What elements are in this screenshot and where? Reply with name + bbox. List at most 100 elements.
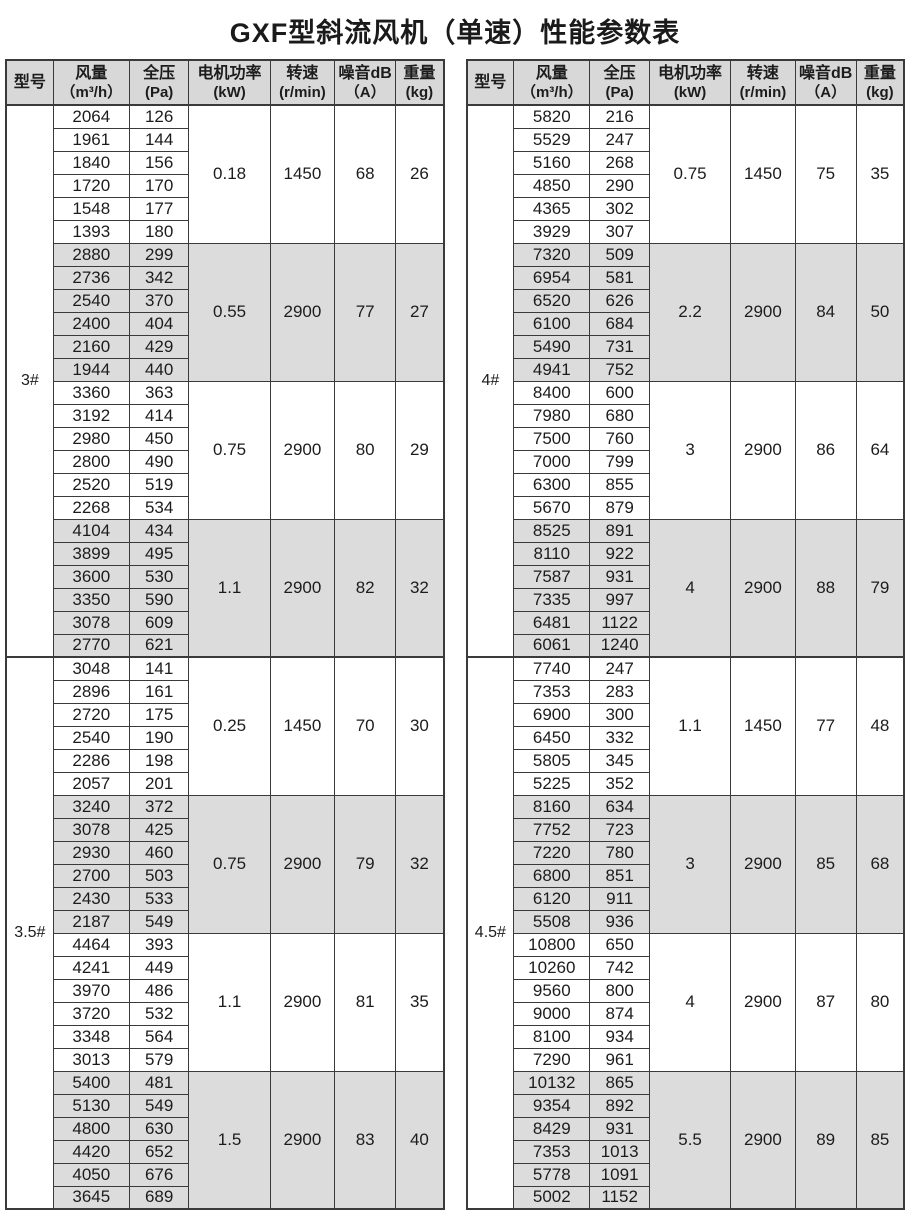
col-header-line2: (kg): [866, 83, 894, 101]
cell-pressure: 879: [589, 495, 650, 520]
table-row: 9354 892: [467, 1093, 905, 1118]
cell-flow: 10260: [513, 955, 591, 980]
cell-power: 4: [648, 518, 732, 658]
cell-power: 1.5: [188, 1070, 271, 1210]
cell-pressure: 372: [128, 794, 190, 819]
cell-flow: 4104: [52, 518, 130, 543]
table-row: 1393 180: [6, 219, 444, 244]
col-header-line1: 电机功率: [658, 64, 723, 82]
table-row: 4.5# 7740 247 1.1 1450 77 48: [465, 656, 905, 1210]
cell-pressure: 503: [128, 863, 190, 888]
col-header-weight: 重量 (kg): [395, 59, 444, 106]
table-row: 5400 481 1.5 2900 83 40: [6, 1070, 444, 1210]
cell-pressure: 268: [589, 150, 650, 175]
cell-pressure: 931: [589, 1116, 650, 1141]
table-row: 3240 372 0.75 2900 79 32: [6, 794, 444, 934]
cell-noise: 77: [334, 242, 397, 382]
table-row: 4850 290: [467, 173, 905, 198]
cell-flow: 2057: [52, 771, 130, 796]
cell-flow: 7320: [513, 242, 591, 267]
cell-flow: 7740: [513, 656, 591, 681]
col-header-line1: 型号: [13, 73, 46, 91]
cell-model: 4.5#: [465, 656, 515, 1210]
cell-flow: 7335: [513, 587, 591, 612]
cell-pressure: 404: [128, 311, 190, 336]
cell-power: 1.1: [188, 932, 271, 1072]
table-row: 6100 684: [467, 311, 905, 336]
table-row: 8100 934: [467, 1024, 905, 1049]
table-row: 4800 630: [6, 1116, 444, 1141]
cell-pressure: 961: [589, 1047, 650, 1072]
cell-flow: 3078: [52, 610, 130, 635]
cell-flow: 4241: [52, 955, 130, 980]
cell-speed: 2900: [269, 932, 336, 1072]
cell-pressure: 180: [128, 219, 190, 244]
col-header-flow: 风量 （m³/h）: [52, 59, 130, 106]
cell-power: 0.75: [188, 380, 271, 520]
cell-power: 0.18: [188, 104, 271, 244]
cell-noise: 85: [794, 794, 857, 934]
col-header-line1: 风量: [75, 64, 108, 82]
cell-flow: 7353: [513, 1139, 591, 1164]
cell-flow: 3348: [52, 1024, 130, 1049]
cell-flow: 1548: [52, 196, 130, 221]
table-row: 1548 177: [6, 196, 444, 221]
cell-flow: 3360: [52, 380, 130, 405]
spec-table-right: 型号 风量 （m³/h） 全压 (Pa) 电机功率 (kW) 转速 (r/min) 噪音dB （A）…: [465, 59, 905, 1210]
cell-pressure: 302: [589, 196, 650, 221]
cell-pressure: 414: [128, 403, 190, 428]
cell-speed: 2900: [730, 518, 796, 658]
col-header-line2: (Pa): [605, 83, 634, 101]
cell-noise: 87: [794, 932, 857, 1072]
cell-pressure: 460: [128, 840, 190, 865]
table-row: 2540 190: [6, 725, 444, 750]
table-row: 2720 175: [6, 702, 444, 727]
table-row: 2736 342: [6, 265, 444, 290]
cell-pressure: 684: [589, 311, 650, 336]
table-row: 7752 723: [467, 817, 905, 842]
col-header-noise: 噪音dB （A）: [334, 59, 397, 106]
table-row: 3078 425: [6, 817, 444, 842]
col-header-line1: 噪音dB: [338, 64, 392, 82]
cell-flow: 4050: [52, 1162, 130, 1187]
cell-flow: 2286: [52, 748, 130, 773]
cell-weight: 32: [395, 518, 444, 658]
cell-flow: 7000: [513, 449, 591, 474]
col-header-line2: （m³/h）: [60, 83, 123, 101]
cell-pressure: 997: [589, 587, 650, 612]
col-header-flow: 风量 （m³/h）: [513, 59, 591, 106]
cell-pressure: 299: [128, 242, 190, 267]
cell-weight: 29: [395, 380, 444, 520]
table-row: 4104 434 1.1 2900 82 32: [6, 518, 444, 658]
cell-model: 4#: [465, 104, 515, 658]
cell-flow: 7980: [513, 403, 591, 428]
cell-noise: 75: [794, 104, 857, 244]
cell-flow: 1720: [52, 173, 130, 198]
cell-pressure: 723: [589, 817, 650, 842]
col-header-line2: (kW): [673, 83, 707, 101]
table-row: 6954 581: [467, 265, 905, 290]
cell-pressure: 290: [589, 173, 650, 198]
cell-pressure: 874: [589, 1001, 650, 1026]
col-header-line1: 转速: [286, 64, 319, 82]
table-row: 1944 440: [6, 357, 444, 382]
cell-pressure: 534: [128, 495, 190, 520]
cell-pressure: 300: [589, 702, 650, 727]
cell-pressure: 800: [589, 978, 650, 1003]
cell-pressure: 892: [589, 1093, 650, 1118]
cell-pressure: 626: [589, 288, 650, 313]
cell-pressure: 579: [128, 1047, 190, 1072]
cell-flow: 7353: [513, 679, 591, 704]
cell-flow: 8400: [513, 380, 591, 405]
cell-pressure: 532: [128, 1001, 190, 1026]
cell-flow: 6954: [513, 265, 591, 290]
cell-pressure: 621: [128, 633, 190, 658]
cell-pressure: 161: [128, 679, 190, 704]
table-row: 8400 600 3 2900 86 64: [467, 380, 905, 520]
cell-pressure: 590: [128, 587, 190, 612]
col-header-model: 型号: [5, 59, 54, 106]
cell-weight: 26: [395, 104, 444, 244]
cell-flow: 3600: [52, 564, 130, 589]
col-header-line1: 全压: [603, 64, 636, 82]
table-row: 2160 429: [6, 334, 444, 359]
